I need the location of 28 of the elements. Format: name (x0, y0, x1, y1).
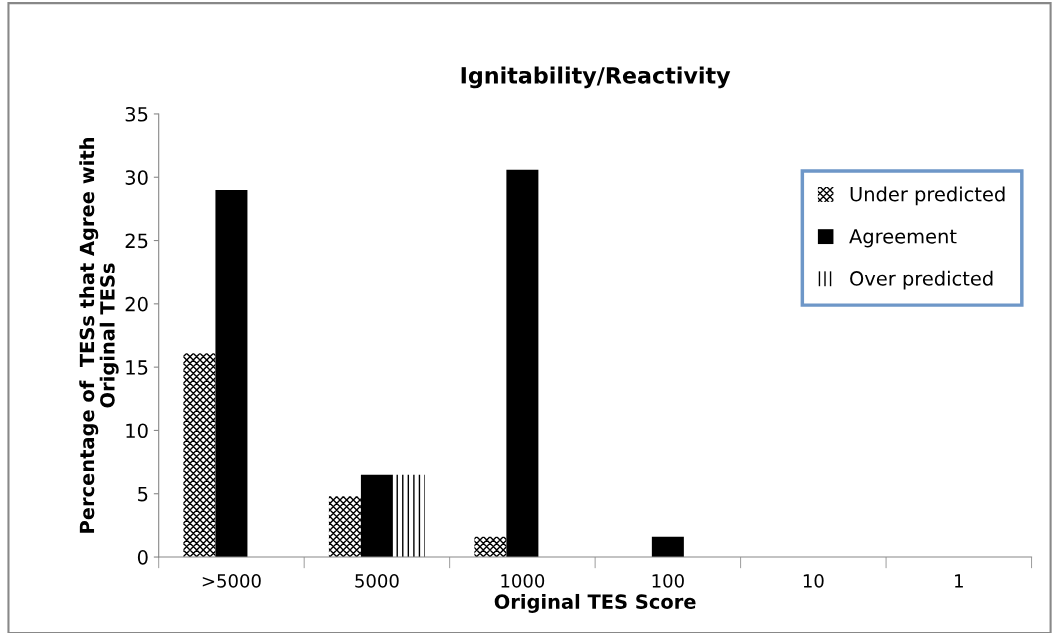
x-tick-label: >5000 (202, 574, 261, 588)
x-tick-label: 100 (652, 574, 684, 588)
bar (392, 474, 425, 558)
x-tick-label: 1 (955, 574, 963, 588)
bar (183, 353, 216, 558)
x-tick-label: 5000 (355, 574, 399, 588)
y-tick-label: 25 (125, 233, 148, 249)
legend-label: Over predicted (850, 270, 993, 290)
y-axis-title: Percentage of TESs that Agree with Original TESs (79, 138, 119, 533)
bar (474, 536, 507, 558)
bar (328, 496, 361, 558)
legend-label: Under predicted (850, 186, 1005, 206)
y-tick-label: 15 (126, 360, 148, 375)
bar (360, 474, 393, 558)
legend-label: Agreement (849, 229, 957, 248)
bar (215, 189, 248, 558)
bar (506, 169, 539, 558)
x-axis-title: Original TES Score (494, 593, 696, 613)
y-tick-label: 10 (126, 423, 148, 439)
y-tick-label: 0 (137, 550, 148, 565)
chart-title: Ignitability/Reactivity (461, 66, 731, 89)
y-tick-label: 5 (138, 486, 148, 502)
y-tick-label: 30 (125, 170, 148, 185)
y-tick-label: 20 (125, 296, 148, 312)
x-tick-label: 10 (803, 574, 824, 588)
x-tick-label: 1000 (501, 574, 545, 588)
bar (651, 536, 684, 558)
y-tick-label: 35 (125, 106, 148, 122)
